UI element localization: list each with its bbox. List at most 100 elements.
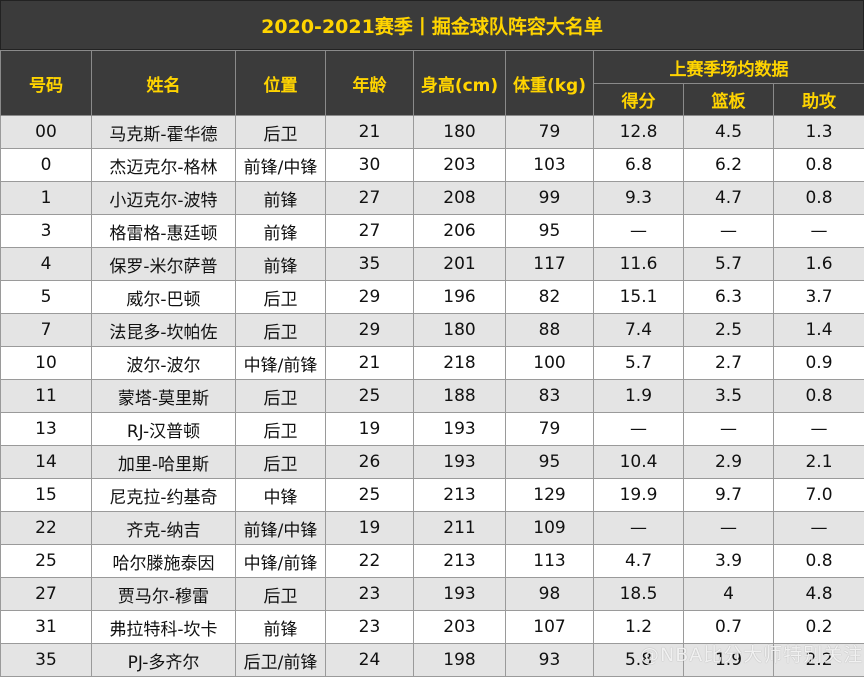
cell-assists: 2.1 [773,445,864,479]
cell-points: 10.4 [593,445,684,479]
cell-name: 小迈克尔-波特 [91,181,236,215]
cell-name: 格雷格-惠廷顿 [91,214,236,248]
table-row: 25 哈尔滕施泰因 中锋/前锋 22 213 113 4.7 3.9 0.8 [0,544,864,578]
cell-age: 23 [325,610,414,644]
table-row: 31 弗拉特科-坎卡 前锋 23 203 107 1.2 0.7 0.2 [0,610,864,644]
cell-number: 35 [0,643,92,677]
watermark: @NBA比分大师特别关注 [640,644,864,666]
roster-body: 00 马克斯-霍华德 后卫 21 180 79 12.8 4.5 1.3 0 杰迈克尔-格林 前锋/中… [0,115,864,677]
cell-number: 0 [0,148,92,182]
cell-assists: 0.8 [773,148,864,182]
cell-assists: — [773,214,864,248]
cell-number: 13 [0,412,92,446]
cell-weight: 93 [505,643,594,677]
cell-assists: 1.6 [773,247,864,281]
cell-height: 193 [413,412,506,446]
cell-number: 7 [0,313,92,347]
cell-assists: 0.2 [773,610,864,644]
cell-age: 22 [325,544,414,578]
cell-height: 193 [413,577,506,611]
cell-name: 加里-哈里斯 [91,445,236,479]
header-points: 得分 [593,83,684,116]
cell-points: — [593,511,684,545]
cell-name: 蒙塔-莫里斯 [91,379,236,413]
cell-assists: 1.4 [773,313,864,347]
header-number: 号码 [0,50,92,116]
cell-rebounds: 6.3 [683,280,774,314]
cell-name: 法昆多-坎帕佐 [91,313,236,347]
cell-assists: 0.8 [773,379,864,413]
cell-rebounds: — [683,511,774,545]
cell-position: 前锋 [235,610,326,644]
cell-rebounds: 4.7 [683,181,774,215]
cell-number: 15 [0,478,92,512]
cell-number: 31 [0,610,92,644]
cell-position: 中锋/前锋 [235,346,326,380]
cell-position: 后卫 [235,313,326,347]
table-row: 13 RJ-汉普顿 后卫 19 193 79— — — [0,412,864,446]
cell-age: 30 [325,148,414,182]
cell-name: 弗拉特科-坎卡 [91,610,236,644]
cell-age: 35 [325,247,414,281]
table-title: 2020-2021赛季丨掘金球队阵容大名单 [0,0,864,50]
cell-name: 齐克-纳吉 [91,511,236,545]
cell-name: 尼克拉-约基奇 [91,478,236,512]
table-row: 3 格雷格-惠廷顿 前锋 27 206 95— — — [0,214,864,248]
table-row: 27 贾马尔-穆雷 后卫 23 193 98 18.5 4 4.8 [0,577,864,611]
cell-name: 威尔-巴顿 [91,280,236,314]
cell-position: 中锋 [235,478,326,512]
cell-name: RJ-汉普顿 [91,412,236,446]
cell-age: 24 [325,643,414,677]
cell-rebounds: 4 [683,577,774,611]
cell-weight: 99 [505,181,594,215]
cell-height: 211 [413,511,506,545]
cell-weight: 79 [505,412,594,446]
cell-age: 25 [325,478,414,512]
cell-position: 前锋 [235,214,326,248]
cell-weight: 100 [505,346,594,380]
cell-weight: 129 [505,478,594,512]
cell-age: 23 [325,577,414,611]
cell-weight: 98 [505,577,594,611]
cell-age: 29 [325,280,414,314]
cell-height: 208 [413,181,506,215]
cell-weight: 117 [505,247,594,281]
cell-position: 后卫 [235,412,326,446]
table-row: 10 波尔-波尔 中锋/前锋 21 218 100 5.7 2.7 0.9 [0,346,864,380]
header-assists: 助攻 [773,83,864,116]
cell-points: — [593,214,684,248]
cell-name: 马克斯-霍华德 [91,115,236,149]
cell-height: 213 [413,478,506,512]
cell-rebounds: 9.7 [683,478,774,512]
cell-assists: 7.0 [773,478,864,512]
cell-name: PJ-多齐尔 [91,643,236,677]
table-row: 7 法昆多-坎帕佐 后卫 29 180 88 7.4 2.5 1.4 [0,313,864,347]
cell-rebounds: 2.7 [683,346,774,380]
cell-height: 218 [413,346,506,380]
table-row: 5 威尔-巴顿 后卫 29 196 82 15.1 6.3 3.7 [0,280,864,314]
cell-assists: 1.3 [773,115,864,149]
cell-number: 00 [0,115,92,149]
cell-number: 10 [0,346,92,380]
cell-name: 贾马尔-穆雷 [91,577,236,611]
cell-rebounds: 0.7 [683,610,774,644]
cell-age: 25 [325,379,414,413]
cell-number: 27 [0,577,92,611]
cell-position: 后卫 [235,445,326,479]
cell-height: 193 [413,445,506,479]
cell-age: 19 [325,511,414,545]
cell-age: 27 [325,181,414,215]
cell-number: 3 [0,214,92,248]
cell-rebounds: 2.5 [683,313,774,347]
cell-number: 1 [0,181,92,215]
cell-weight: 95 [505,214,594,248]
cell-weight: 113 [505,544,594,578]
cell-assists: 3.7 [773,280,864,314]
cell-weight: 103 [505,148,594,182]
cell-points: 12.8 [593,115,684,149]
cell-weight: 109 [505,511,594,545]
cell-position: 前锋 [235,181,326,215]
roster-table: 号码 姓名 位置 年龄 身高(cm) 体重(kg) 上赛季场均数据 得分 篮板 … [0,50,864,677]
cell-height: 180 [413,313,506,347]
table-row: 22 齐克-纳吉 前锋/中锋 19 211 109— — — [0,511,864,545]
